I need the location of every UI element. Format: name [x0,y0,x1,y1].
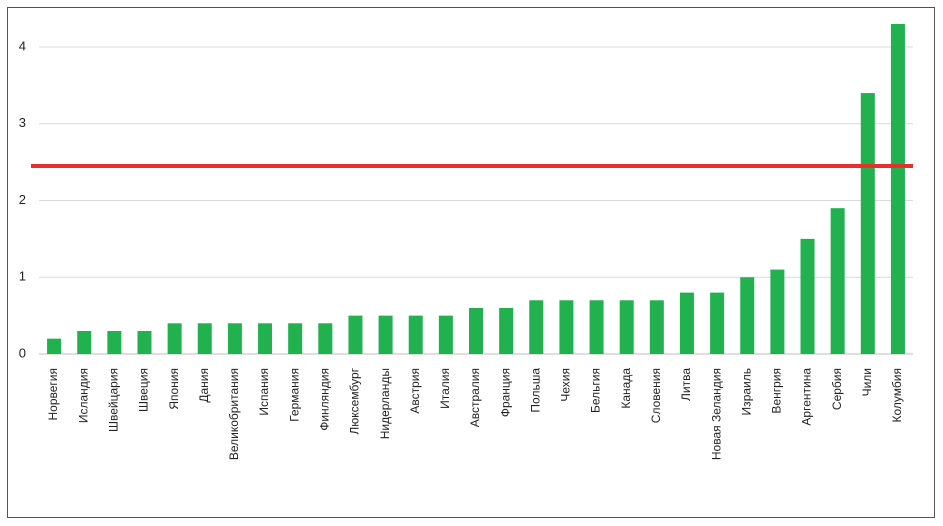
bar [649,300,664,354]
bar [529,300,544,354]
bar [679,292,694,354]
x-tick-label: Нидерланды [378,368,392,439]
x-tick-label: Япония [167,368,181,410]
bar [740,277,755,354]
bar [499,307,514,354]
x-tick-label: Норвегия [46,368,60,421]
bar [197,323,212,354]
bar [589,300,604,354]
x-tick-label: Словения [649,368,663,423]
y-tick-label: 1 [19,269,26,284]
bar [318,323,333,354]
bar [438,315,453,354]
bar [619,300,634,354]
x-tick-label: Чехия [559,368,573,402]
x-tick-label: Аргентина [800,368,814,426]
bar [890,23,905,354]
x-tick-label: Колумбия [890,368,904,422]
bar [137,330,152,354]
y-tick-label: 3 [19,115,26,130]
bar [258,323,273,354]
bar [77,330,92,354]
bar [710,292,725,354]
x-tick-label: Сербия [830,368,844,410]
bar [860,93,875,355]
bar [288,323,303,354]
x-tick-label: Германия [287,368,301,422]
x-tick-label: Испания [257,368,271,416]
bar [167,323,182,354]
x-tick-label: Бельгия [589,368,603,413]
x-tick-label: Люксембург [348,367,362,434]
bar [47,338,62,354]
y-tick-label: 2 [19,192,26,207]
x-tick-label: Финляндия [317,368,331,431]
x-tick-label: Швейцария [107,368,121,432]
x-tick-label: Новая Зеландия [709,368,723,460]
bar [559,300,574,354]
x-tick-label: Исландия [76,368,90,423]
x-tick-label: Венгрия [770,368,784,414]
x-tick-label: Литва [679,368,693,401]
bar [770,269,785,354]
bar [469,307,483,354]
chart-frame [7,7,935,518]
x-tick-label: Италия [438,368,452,409]
x-tick-label: Чили [860,368,874,396]
bar [800,238,815,354]
x-tick-label: Дания [197,368,211,403]
bar [348,315,363,354]
x-tick-label: Польша [528,368,542,413]
x-tick-label: Канада [619,368,633,409]
x-tick-label: Австрия [408,368,422,414]
bar [378,315,393,354]
x-tick-label: Великобритания [227,368,241,460]
y-tick-label: 0 [19,345,26,360]
bar [227,323,242,354]
x-tick-label: Австралия [468,368,482,427]
y-tick-label: 4 [19,38,26,53]
bar [830,208,845,354]
x-tick-label: Израиль [739,368,753,415]
x-tick-label: Швеция [137,368,151,412]
bar [408,315,423,354]
bar [107,330,122,354]
x-tick-label: Франция [498,368,512,417]
